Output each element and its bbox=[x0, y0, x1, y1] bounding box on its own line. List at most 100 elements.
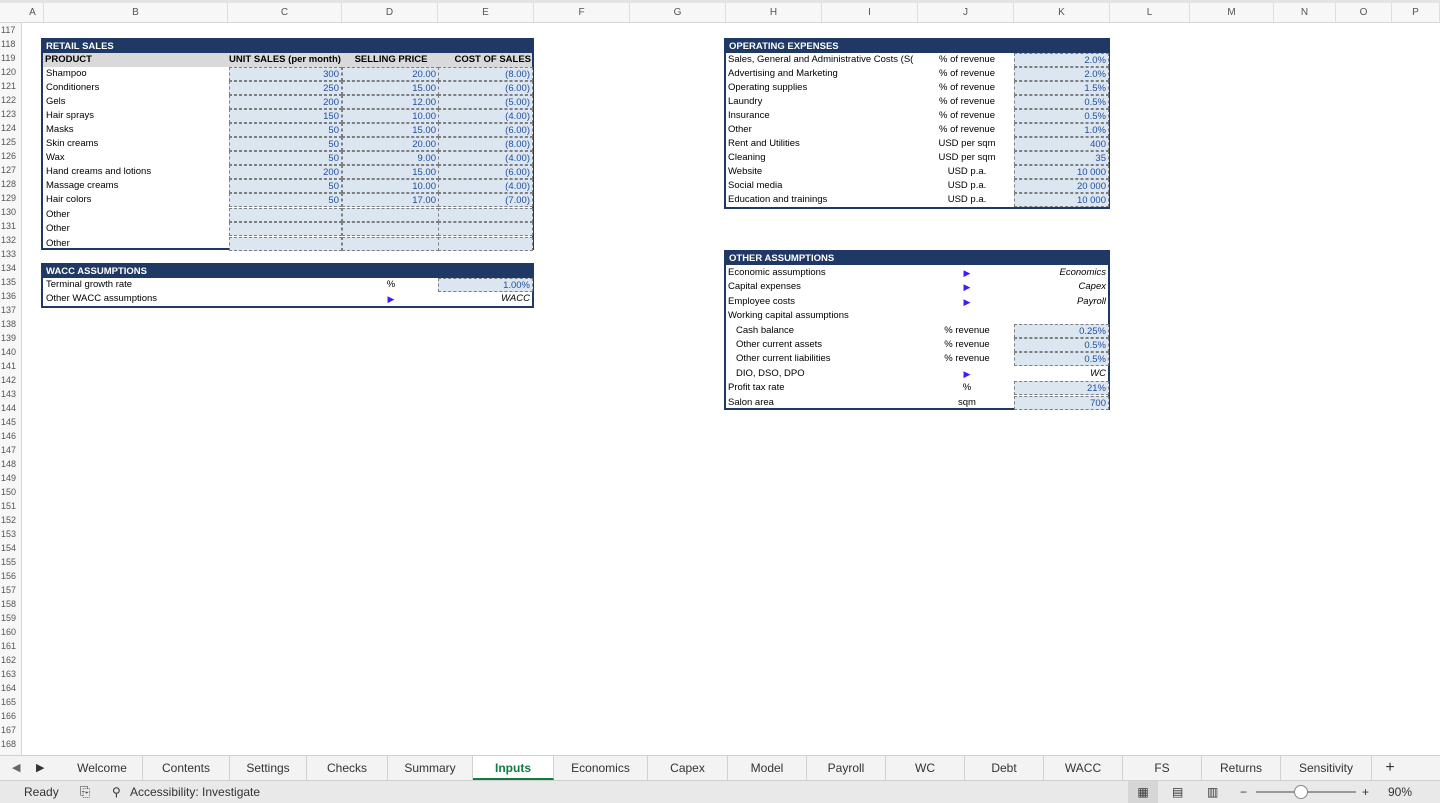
row-header[interactable]: 161 bbox=[1, 641, 17, 651]
row-header[interactable]: 160 bbox=[1, 627, 17, 637]
tab-payroll[interactable]: Payroll bbox=[807, 756, 886, 780]
sheet-link-arrow-icon[interactable]: ▶ bbox=[963, 282, 971, 293]
selling-price-input[interactable]: 9.00 bbox=[342, 151, 439, 165]
opex-value-input[interactable]: 35 bbox=[1014, 151, 1109, 165]
row-header[interactable]: 165 bbox=[1, 697, 17, 707]
tab-summary[interactable]: Summary bbox=[388, 756, 473, 780]
column-header-b[interactable]: B bbox=[44, 3, 228, 22]
row-header[interactable]: 127 bbox=[1, 165, 17, 175]
selling-price-input[interactable]: 15.00 bbox=[342, 165, 439, 179]
tab-capex[interactable]: Capex bbox=[648, 756, 728, 780]
sheet-link-arrow-icon[interactable]: ▶ bbox=[963, 296, 971, 307]
other-value-input[interactable]: 700 bbox=[1014, 395, 1109, 410]
unit-sales-input[interactable]: 50 bbox=[229, 179, 342, 193]
opex-value-input[interactable]: 20 000 bbox=[1014, 179, 1109, 193]
add-sheet-button[interactable]: + bbox=[1385, 759, 1395, 776]
column-header-n[interactable]: N bbox=[1274, 3, 1336, 22]
column-header-i[interactable]: I bbox=[822, 3, 918, 22]
wacc-sheet-link[interactable]: WACC bbox=[501, 293, 530, 304]
other-value-input[interactable]: 21% bbox=[1014, 381, 1109, 396]
row-header[interactable]: 136 bbox=[1, 291, 17, 301]
column-header-o[interactable]: O bbox=[1336, 3, 1392, 22]
column-header-g[interactable]: G bbox=[630, 3, 726, 22]
opex-value-input[interactable]: 400 bbox=[1014, 137, 1109, 151]
column-header-f[interactable]: F bbox=[534, 3, 630, 22]
tab-debt[interactable]: Debt bbox=[965, 756, 1044, 780]
row-header[interactable]: 125 bbox=[1, 137, 17, 147]
row-header[interactable]: 118 bbox=[1, 39, 16, 49]
row-header[interactable]: 162 bbox=[1, 655, 17, 665]
accessibility-status[interactable]: Accessibility: Investigate bbox=[130, 785, 261, 799]
row-header[interactable]: 145 bbox=[1, 417, 17, 427]
row-header[interactable]: 120 bbox=[1, 67, 17, 77]
tab-wc[interactable]: WC bbox=[886, 756, 965, 780]
tab-economics[interactable]: Economics bbox=[554, 756, 648, 780]
selling-price-input[interactable] bbox=[342, 236, 439, 251]
column-header-p[interactable]: P bbox=[1392, 3, 1440, 22]
tab-returns[interactable]: Returns bbox=[1202, 756, 1281, 780]
wacc-link-arrow-icon[interactable]: ▶ bbox=[387, 294, 395, 304]
row-header[interactable]: 131 bbox=[1, 221, 17, 231]
selling-price-input[interactable]: 15.00 bbox=[342, 123, 439, 137]
row-header[interactable]: 132 bbox=[1, 235, 17, 245]
unit-sales-input[interactable]: 50 bbox=[229, 193, 342, 207]
cost-of-sales-input[interactable]: (4.00) bbox=[438, 151, 533, 165]
unit-sales-input[interactable] bbox=[229, 236, 342, 251]
row-header[interactable]: 133 bbox=[1, 249, 17, 259]
row-header[interactable]: 138 bbox=[1, 319, 17, 329]
sheet-link[interactable]: Economics bbox=[1059, 267, 1106, 278]
row-header[interactable]: 119 bbox=[1, 53, 16, 63]
column-header-d[interactable]: D bbox=[342, 3, 438, 22]
tab-settings[interactable]: Settings bbox=[230, 756, 307, 780]
row-header[interactable]: 152 bbox=[1, 515, 17, 525]
row-header[interactable]: 130 bbox=[1, 207, 17, 217]
tab-inputs[interactable]: Inputs bbox=[473, 756, 554, 780]
other-value-input[interactable]: 0.5% bbox=[1014, 352, 1109, 367]
column-header-c[interactable]: C bbox=[228, 3, 342, 22]
page-layout-view-icon[interactable]: ▤ bbox=[1172, 785, 1184, 799]
row-header[interactable]: 129 bbox=[1, 193, 17, 203]
unit-sales-input[interactable]: 150 bbox=[229, 109, 342, 123]
row-header[interactable]: 134 bbox=[1, 263, 17, 273]
cost-of-sales-input[interactable]: (8.00) bbox=[438, 137, 533, 151]
row-header[interactable]: 128 bbox=[1, 179, 17, 189]
row-header[interactable]: 122 bbox=[1, 95, 17, 105]
terminal-growth-input[interactable]: 1.00% bbox=[438, 278, 533, 292]
opex-value-input[interactable]: 1.5% bbox=[1014, 81, 1109, 95]
unit-sales-input[interactable]: 50 bbox=[229, 151, 342, 165]
row-header[interactable]: 140 bbox=[1, 347, 17, 357]
column-header-m[interactable]: M bbox=[1190, 3, 1274, 22]
row-header[interactable]: 149 bbox=[1, 473, 17, 483]
column-header-a[interactable]: A bbox=[22, 3, 44, 22]
opex-value-input[interactable]: 2.0% bbox=[1014, 67, 1109, 81]
sheet-link[interactable]: Payroll bbox=[1076, 295, 1106, 307]
row-header[interactable]: 135 bbox=[1, 277, 17, 287]
row-header[interactable]: 123 bbox=[1, 109, 17, 119]
sheet-link[interactable]: Capex bbox=[1078, 281, 1106, 293]
normal-view-icon[interactable]: ▦ bbox=[1128, 781, 1158, 803]
row-header[interactable]: 148 bbox=[1, 459, 17, 469]
sheet-link-arrow-icon[interactable]: ▶ bbox=[963, 368, 971, 379]
unit-sales-input[interactable]: 250 bbox=[229, 81, 342, 95]
opex-value-input[interactable]: 10 000 bbox=[1014, 193, 1109, 207]
column-header-l[interactable]: L bbox=[1110, 3, 1190, 22]
row-header[interactable]: 150 bbox=[1, 487, 17, 497]
selling-price-input[interactable]: 10.00 bbox=[342, 179, 439, 193]
row-header[interactable]: 139 bbox=[1, 333, 17, 343]
other-value-input[interactable]: 0.5% bbox=[1014, 338, 1109, 352]
macro-record-icon[interactable]: ⎘ bbox=[80, 784, 91, 799]
opex-value-input[interactable]: 2.0% bbox=[1014, 53, 1109, 67]
column-header-j[interactable]: J bbox=[918, 3, 1014, 22]
zoom-slider-thumb[interactable] bbox=[1294, 785, 1308, 799]
zoom-in-button[interactable]: + bbox=[1362, 785, 1370, 799]
selling-price-input[interactable]: 20.00 bbox=[342, 67, 439, 81]
selling-price-input[interactable]: 10.00 bbox=[342, 109, 439, 123]
tab-scroll-left-icon[interactable]: ◀ bbox=[12, 762, 21, 774]
tab-sensitivity[interactable]: Sensitivity bbox=[1281, 756, 1372, 780]
opex-value-input[interactable]: 1.0% bbox=[1014, 123, 1109, 137]
cost-of-sales-input[interactable]: (6.00) bbox=[438, 123, 533, 137]
column-header-k[interactable]: K bbox=[1014, 3, 1110, 22]
row-header[interactable]: 142 bbox=[1, 375, 17, 385]
page-break-view-icon[interactable]: ▥ bbox=[1207, 785, 1219, 799]
row-header[interactable]: 167 bbox=[1, 725, 17, 735]
